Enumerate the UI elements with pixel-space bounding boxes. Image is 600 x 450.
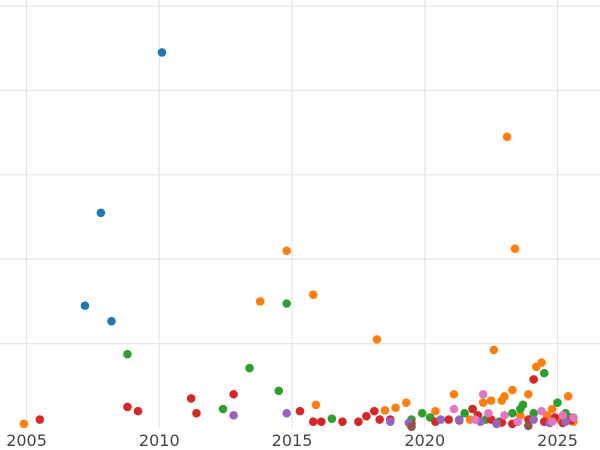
data-point — [308, 417, 318, 426]
x-tick-label: 2015 — [272, 431, 313, 450]
data-point — [444, 415, 453, 424]
data-point — [407, 422, 416, 432]
data-point — [553, 398, 562, 407]
data-point — [133, 406, 143, 416]
data-point — [107, 316, 116, 326]
data-point — [192, 408, 201, 418]
data-point — [460, 408, 469, 418]
data-point — [372, 335, 382, 344]
data-point — [508, 408, 517, 418]
data-point — [282, 246, 292, 256]
data-point — [282, 408, 292, 418]
data-point — [19, 419, 29, 429]
data-point — [478, 398, 488, 407]
data-point — [316, 417, 326, 426]
data-point — [123, 349, 132, 359]
data-point — [547, 417, 557, 426]
data-point — [282, 299, 292, 308]
data-point — [537, 406, 546, 416]
data-point — [558, 411, 568, 420]
data-point — [454, 415, 464, 424]
data-point — [529, 415, 538, 424]
data-point — [484, 408, 493, 418]
data-point — [468, 404, 477, 414]
data-point — [327, 414, 337, 424]
data-point — [157, 48, 167, 57]
data-point — [431, 406, 440, 416]
grid — [0, 0, 600, 428]
data-point — [478, 389, 488, 399]
data-point — [508, 385, 517, 395]
x-tick-label: 2005 — [6, 431, 47, 450]
data-point — [354, 417, 363, 426]
data-point — [547, 404, 557, 414]
data-point — [80, 301, 90, 310]
data-point — [391, 403, 400, 413]
data-point — [362, 411, 371, 421]
data-point — [35, 415, 45, 424]
data-point — [385, 417, 395, 426]
data-point — [123, 402, 132, 412]
data-point — [489, 345, 499, 355]
data-point — [308, 290, 318, 299]
data-point — [537, 358, 546, 367]
x-tick-label: 2010 — [139, 431, 180, 450]
x-tick-label: 2025 — [537, 431, 578, 450]
data-point — [492, 419, 501, 429]
data-point — [370, 406, 379, 416]
data-point — [375, 415, 384, 424]
data-point — [338, 417, 347, 426]
data-point — [186, 394, 196, 403]
data-point — [539, 368, 549, 378]
data-point — [500, 411, 509, 420]
data-point — [274, 386, 284, 396]
data-point — [380, 405, 390, 415]
data-point — [255, 297, 265, 306]
data-point — [513, 417, 522, 426]
data-point — [569, 413, 578, 422]
data-point — [229, 389, 238, 399]
data-point — [524, 389, 533, 399]
data-point — [449, 389, 459, 399]
data-point — [449, 404, 459, 414]
data-point — [245, 363, 254, 373]
data-point — [401, 398, 411, 407]
data-point — [295, 406, 305, 416]
data-point — [500, 392, 509, 401]
data-point — [510, 244, 520, 253]
data-point — [502, 132, 512, 142]
x-axis-tick-labels: 2005 2010 2015 2020 2025 — [6, 431, 578, 450]
data-point — [96, 208, 106, 218]
data-point — [563, 392, 573, 401]
data-point — [436, 415, 446, 424]
data-point — [529, 375, 538, 384]
data-point — [229, 411, 238, 420]
data-point — [529, 408, 538, 418]
data-point — [218, 404, 228, 414]
x-tick-label: 2020 — [404, 431, 445, 450]
data-point — [486, 396, 496, 405]
data-point — [524, 421, 533, 431]
data-point — [311, 400, 321, 410]
data-point — [518, 400, 528, 410]
data-point — [417, 408, 427, 418]
data-points — [19, 48, 578, 432]
data-point — [470, 415, 480, 424]
